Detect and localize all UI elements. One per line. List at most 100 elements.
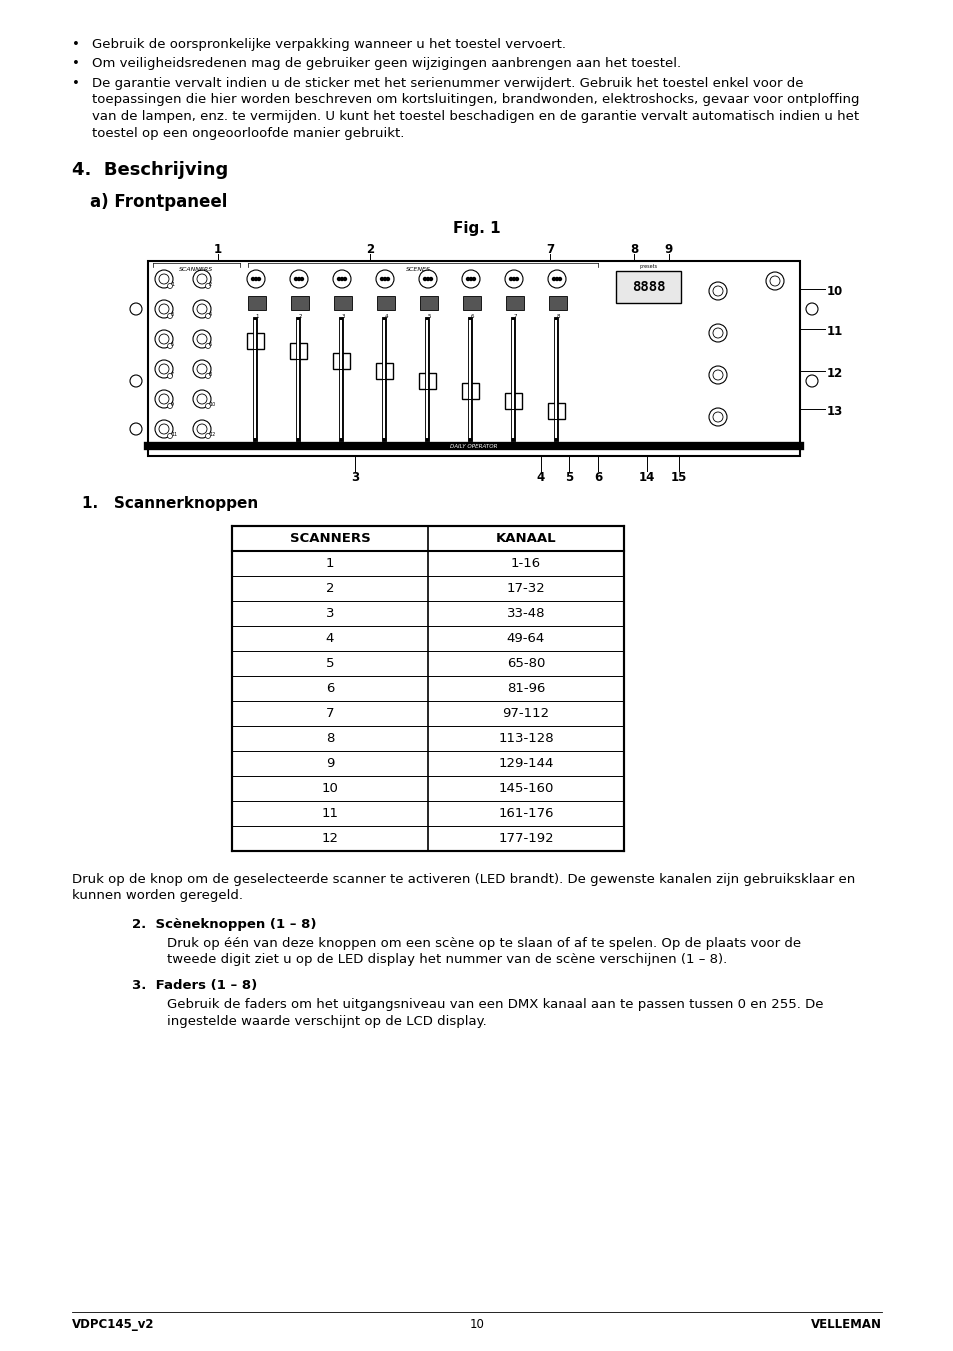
- Text: kunnen worden geregeld.: kunnen worden geregeld.: [71, 889, 243, 902]
- Bar: [547, 403, 564, 419]
- Circle shape: [294, 277, 297, 281]
- Circle shape: [196, 304, 207, 313]
- Circle shape: [159, 363, 169, 374]
- Text: 49-64: 49-64: [506, 632, 544, 644]
- Text: Gebruik de oorspronkelijke verpakking wanneer u het toestel vervoert.: Gebruik de oorspronkelijke verpakking wa…: [91, 38, 565, 51]
- Text: 1: 1: [171, 281, 174, 286]
- Bar: [333, 353, 350, 369]
- Circle shape: [252, 277, 254, 281]
- Bar: [462, 296, 480, 309]
- Circle shape: [193, 359, 211, 378]
- Circle shape: [297, 277, 300, 281]
- Circle shape: [130, 423, 142, 435]
- Bar: [376, 296, 395, 309]
- Text: tweede digit ziet u op de LED display het nummer van de scène verschijnen (1 – 8: tweede digit ziet u op de LED display he…: [167, 952, 726, 966]
- Text: 4: 4: [326, 632, 334, 644]
- Text: 8: 8: [209, 372, 212, 377]
- Text: 3.  Faders (1 – 8): 3. Faders (1 – 8): [132, 979, 257, 993]
- Circle shape: [168, 343, 172, 349]
- Circle shape: [154, 359, 172, 378]
- Text: 7: 7: [325, 707, 334, 720]
- Text: 6: 6: [326, 682, 334, 694]
- Text: a) Frontpaneel: a) Frontpaneel: [90, 193, 227, 211]
- Circle shape: [708, 282, 726, 300]
- Circle shape: [290, 270, 308, 288]
- Text: toepassingen die hier worden beschreven om kortsluitingen, brandwonden, elektros: toepassingen die hier worden beschreven …: [91, 93, 859, 107]
- Bar: [291, 296, 309, 309]
- Text: 10: 10: [469, 1319, 484, 1331]
- Text: 15: 15: [670, 471, 686, 484]
- Text: 11: 11: [826, 326, 842, 338]
- Text: 3: 3: [171, 312, 174, 316]
- Text: 17-32: 17-32: [506, 582, 545, 594]
- Circle shape: [805, 303, 817, 315]
- Circle shape: [509, 277, 512, 281]
- Bar: [616, 272, 680, 303]
- Text: 161-176: 161-176: [497, 807, 553, 820]
- Circle shape: [154, 300, 172, 317]
- Text: 113-128: 113-128: [497, 732, 554, 744]
- Bar: [232, 526, 623, 851]
- Text: 2: 2: [298, 313, 301, 319]
- Circle shape: [504, 270, 522, 288]
- Circle shape: [130, 376, 142, 386]
- Circle shape: [196, 274, 207, 284]
- Text: 3: 3: [325, 607, 334, 620]
- Circle shape: [386, 277, 389, 281]
- Circle shape: [712, 286, 722, 296]
- Circle shape: [512, 277, 515, 281]
- Circle shape: [765, 272, 783, 290]
- Text: 14: 14: [639, 471, 655, 484]
- Circle shape: [168, 284, 172, 289]
- Text: toestel op een ongeoorloofde manier gebruikt.: toestel op een ongeoorloofde manier gebr…: [91, 127, 404, 139]
- Text: SCANNERS: SCANNERS: [290, 532, 370, 544]
- Circle shape: [205, 343, 211, 349]
- Circle shape: [469, 277, 472, 281]
- Circle shape: [708, 324, 726, 342]
- Text: 5: 5: [171, 342, 174, 346]
- Circle shape: [552, 277, 555, 281]
- Text: 8: 8: [556, 313, 559, 319]
- Text: 1: 1: [325, 557, 334, 570]
- Circle shape: [418, 270, 436, 288]
- Circle shape: [257, 277, 260, 281]
- Text: DAILY OPERATOR: DAILY OPERATOR: [450, 443, 497, 449]
- Circle shape: [769, 276, 780, 286]
- Text: 33-48: 33-48: [506, 607, 545, 620]
- Bar: [548, 296, 566, 309]
- Text: 13: 13: [826, 405, 842, 417]
- Text: 7: 7: [513, 313, 517, 319]
- Circle shape: [558, 277, 561, 281]
- Circle shape: [708, 366, 726, 384]
- Circle shape: [193, 420, 211, 438]
- Circle shape: [196, 424, 207, 434]
- Bar: [148, 261, 800, 457]
- Text: VDPC145_v2: VDPC145_v2: [71, 1319, 154, 1331]
- Circle shape: [154, 270, 172, 288]
- Text: ingestelde waarde verschijnt op de LCD display.: ingestelde waarde verschijnt op de LCD d…: [167, 1015, 486, 1028]
- Text: 12: 12: [209, 431, 215, 436]
- Bar: [248, 296, 266, 309]
- Text: 5: 5: [427, 313, 431, 319]
- Text: Gebruik de faders om het uitgangsniveau van een DMX kanaal aan te passen tussen : Gebruik de faders om het uitgangsniveau …: [167, 998, 822, 1011]
- Circle shape: [168, 434, 172, 439]
- Text: van de lampen, enz. te vermijden. U kunt het toestel beschadigen en de garantie : van de lampen, enz. te vermijden. U kunt…: [91, 109, 859, 123]
- Text: 81-96: 81-96: [506, 682, 544, 694]
- Text: 10: 10: [321, 782, 338, 794]
- Text: 12: 12: [826, 367, 842, 380]
- Circle shape: [193, 300, 211, 317]
- Circle shape: [375, 270, 394, 288]
- Text: 10: 10: [826, 285, 842, 299]
- Text: De garantie vervalt indien u de sticker met het serienummer verwijdert. Gebruik : De garantie vervalt indien u de sticker …: [91, 77, 802, 91]
- Text: Fig. 1: Fig. 1: [453, 222, 500, 236]
- Circle shape: [193, 330, 211, 349]
- Circle shape: [154, 420, 172, 438]
- Circle shape: [547, 270, 565, 288]
- Text: •: •: [71, 38, 80, 51]
- Text: 5: 5: [325, 657, 334, 670]
- Circle shape: [712, 370, 722, 380]
- Text: SCENES: SCENES: [405, 267, 430, 272]
- Text: 2: 2: [366, 243, 374, 255]
- Text: 3: 3: [341, 313, 344, 319]
- Text: 2: 2: [325, 582, 334, 594]
